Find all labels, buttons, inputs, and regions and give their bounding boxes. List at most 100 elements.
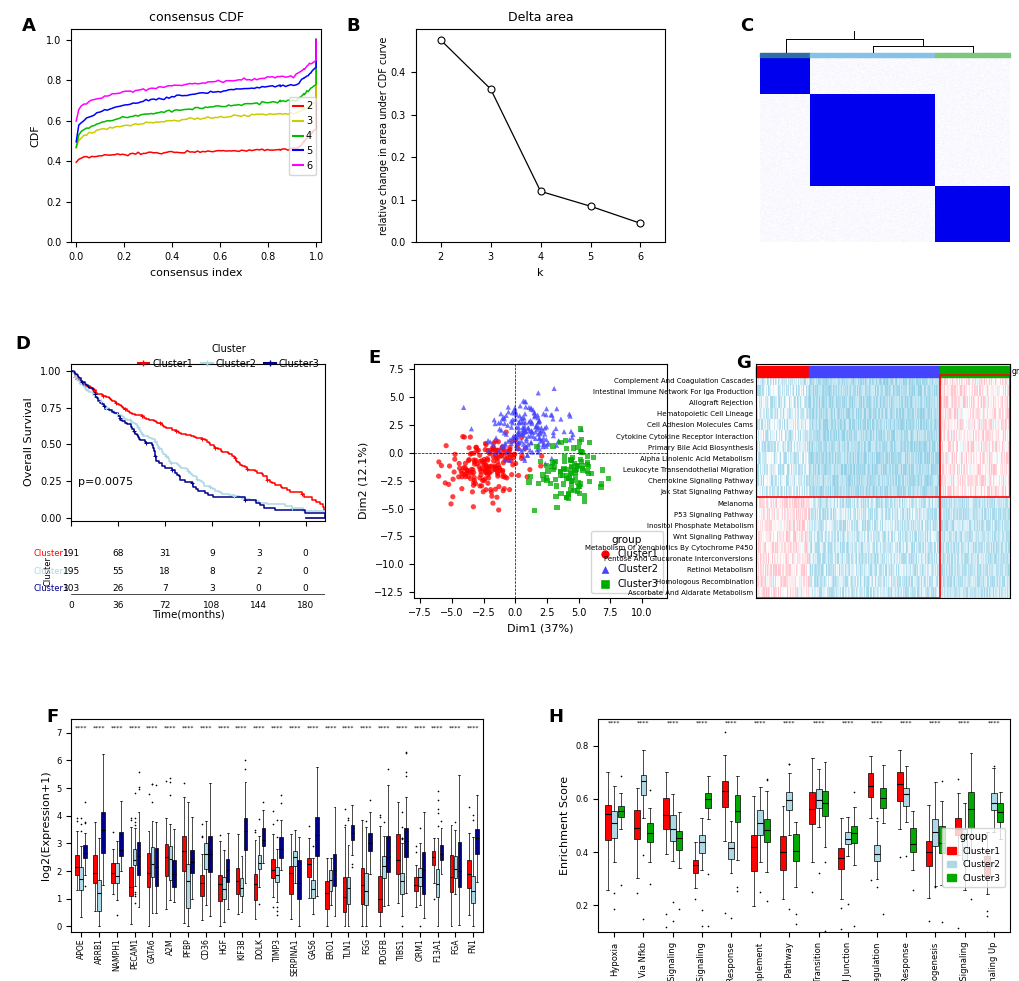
Bar: [924, 53, 925, 57]
Cluster2: [504, 430, 521, 445]
Cluster3: [547, 489, 564, 504]
Cluster1: [471, 447, 487, 463]
Cluster2: [529, 407, 545, 423]
Cluster2: [529, 441, 545, 457]
PathPatch shape: [275, 867, 279, 882]
Cluster2: [531, 430, 547, 445]
Bar: [987, 53, 988, 57]
Cluster1: [462, 446, 478, 462]
Bar: [878, 53, 879, 57]
PathPatch shape: [368, 833, 372, 851]
Text: ****: ****: [200, 725, 212, 730]
Cluster1: [466, 454, 482, 470]
Cluster3: [568, 458, 584, 474]
Cluster1: [465, 475, 481, 490]
Cluster2: [535, 437, 551, 452]
Bar: [1003, 53, 1004, 57]
PathPatch shape: [418, 868, 421, 886]
Cluster2: [516, 418, 532, 434]
Bar: [964, 53, 965, 57]
Bar: [910, 53, 912, 57]
Cluster2: [493, 438, 510, 453]
Cluster1: [487, 460, 503, 476]
Bar: [776, 53, 779, 57]
Cluster1: [501, 449, 518, 465]
Cluster2: [507, 407, 524, 423]
Cluster1: [480, 461, 496, 477]
Cluster2: [531, 431, 547, 446]
Bar: [916, 53, 918, 57]
Cluster1: [476, 457, 492, 473]
Cluster1: [514, 448, 530, 464]
Cluster3: [557, 433, 574, 448]
Cluster2: [523, 435, 539, 450]
Cluster1: [486, 458, 502, 474]
Bar: [897, 53, 898, 57]
Cluster2: [502, 413, 519, 429]
Cluster1: [495, 468, 512, 484]
Text: 0: 0: [303, 585, 308, 594]
Cluster1: [453, 469, 470, 485]
Cluster2: [529, 410, 545, 426]
PathPatch shape: [471, 876, 475, 904]
Bar: [836, 53, 837, 57]
Cluster2: [516, 450, 532, 466]
Bar: [870, 53, 871, 57]
Cluster2: [525, 402, 541, 418]
PathPatch shape: [111, 863, 114, 883]
Cluster1: [510, 468, 526, 484]
Cluster3: [552, 467, 569, 483]
Cluster3: [542, 476, 558, 491]
Cluster2: [498, 444, 515, 460]
Cluster2: [511, 414, 527, 430]
Cluster3: [530, 476, 546, 491]
Bar: [980, 53, 981, 57]
Cluster1: [480, 470, 496, 486]
Cluster1: [488, 490, 504, 505]
Text: ****: ****: [725, 721, 737, 726]
Bar: [849, 53, 851, 57]
Cluster1: [494, 463, 511, 479]
Cluster2: [506, 402, 523, 418]
Bar: [768, 53, 769, 57]
PathPatch shape: [925, 841, 931, 865]
Bar: [929, 53, 930, 57]
Text: 0: 0: [303, 567, 308, 576]
Bar: [985, 53, 986, 57]
Cluster2: [515, 422, 531, 438]
Text: ****: ****: [395, 725, 408, 730]
Cluster2: [526, 405, 542, 421]
Cluster3: [575, 463, 591, 479]
Bar: [785, 53, 786, 57]
PathPatch shape: [132, 850, 137, 865]
Bar: [968, 53, 969, 57]
Cluster2: [506, 429, 523, 444]
Cluster2: [511, 435, 527, 450]
PathPatch shape: [235, 867, 239, 895]
Cluster2: [518, 439, 534, 454]
Bar: [797, 53, 798, 57]
Cluster2: [532, 425, 548, 440]
Text: 195: 195: [63, 567, 79, 576]
Cluster3: [544, 455, 560, 471]
Bar: [927, 53, 929, 57]
Text: F: F: [47, 708, 59, 726]
Cluster1: [495, 481, 512, 496]
Cluster3: [579, 455, 595, 471]
Cluster1: [437, 438, 453, 453]
Bar: [938, 53, 941, 57]
Cluster2: [515, 393, 531, 409]
Cluster2: [523, 428, 539, 443]
Cluster2: [565, 427, 581, 442]
Cluster2: [520, 420, 536, 436]
Cluster1: [487, 434, 503, 449]
Cluster2: [542, 407, 558, 423]
Bar: [858, 53, 859, 57]
Cluster1: [479, 452, 495, 468]
Bar: [982, 53, 984, 57]
Text: ****: ****: [288, 725, 301, 730]
Text: E: E: [368, 349, 380, 368]
Text: ****: ****: [467, 725, 479, 730]
Cluster2: [516, 424, 532, 439]
Bar: [909, 53, 910, 57]
